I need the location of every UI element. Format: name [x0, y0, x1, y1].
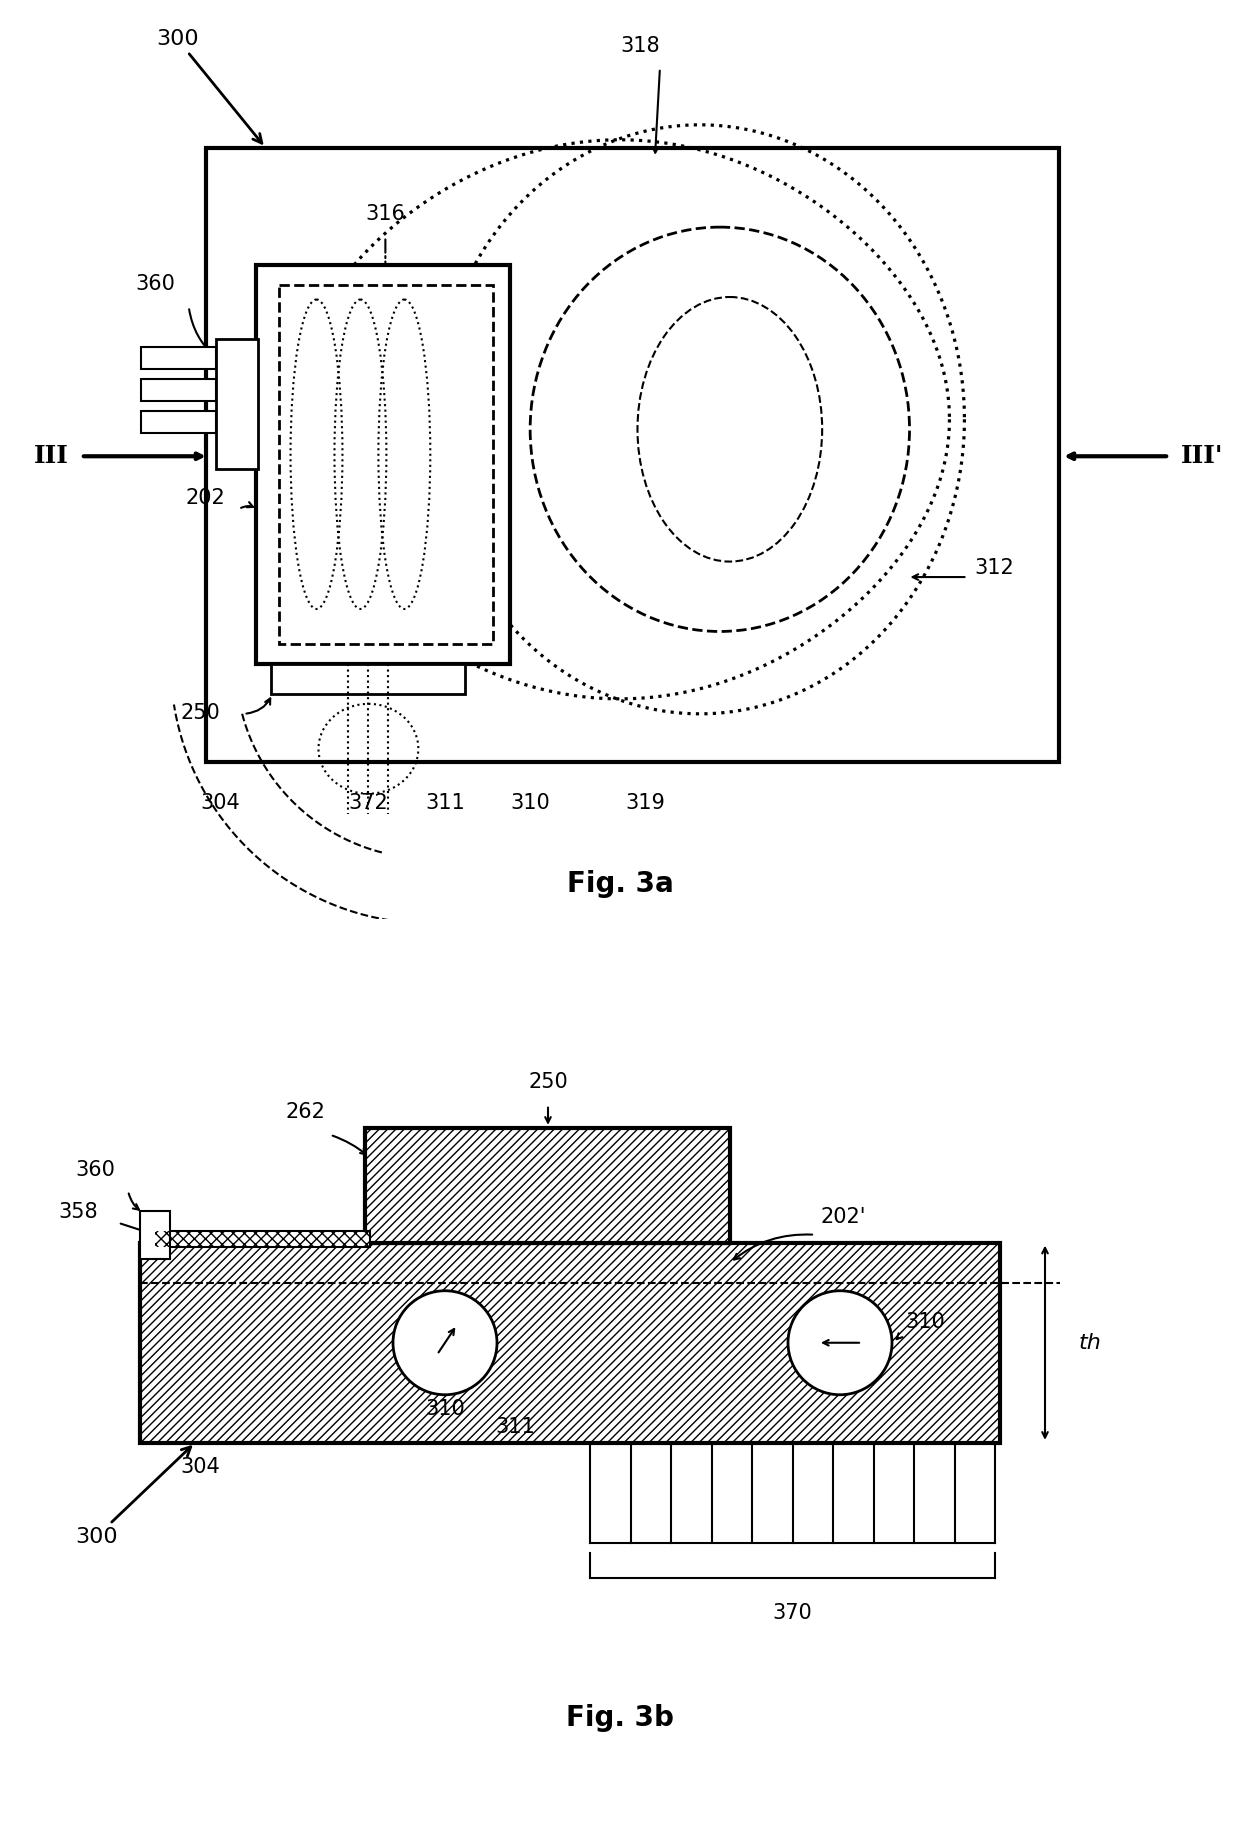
- Text: 319: 319: [625, 794, 665, 812]
- Text: 360: 360: [136, 274, 176, 294]
- Bar: [155, 1231, 370, 1247]
- Text: 360: 360: [76, 1159, 115, 1179]
- Text: 370: 370: [773, 1602, 812, 1622]
- Text: 202: 202: [186, 489, 226, 509]
- Circle shape: [393, 1291, 497, 1394]
- Text: 300: 300: [156, 29, 262, 143]
- Bar: [216, 340, 258, 468]
- Text: 310: 310: [905, 1312, 945, 1332]
- Bar: [155, 1231, 370, 1247]
- Text: 304: 304: [180, 1457, 219, 1477]
- Bar: [140, 1244, 999, 1442]
- Text: 304: 304: [201, 794, 241, 812]
- Circle shape: [787, 1291, 892, 1394]
- Bar: [255, 265, 510, 663]
- Bar: [141, 347, 216, 369]
- Text: 250: 250: [528, 1071, 568, 1091]
- Bar: [141, 411, 216, 434]
- Bar: [365, 1128, 730, 1244]
- Bar: [141, 380, 216, 400]
- Text: III: III: [33, 445, 69, 468]
- Text: 312: 312: [975, 558, 1014, 579]
- Text: 262: 262: [285, 1102, 325, 1122]
- Text: 318: 318: [620, 37, 660, 55]
- Text: Fig. 3b: Fig. 3b: [567, 1703, 673, 1732]
- Bar: [365, 1128, 730, 1244]
- Bar: [140, 1211, 170, 1258]
- Text: 358: 358: [58, 1201, 98, 1222]
- Text: 372: 372: [348, 794, 388, 812]
- Bar: [270, 663, 465, 694]
- Bar: [206, 147, 1059, 762]
- Text: 311: 311: [495, 1416, 534, 1437]
- Text: 300: 300: [74, 1448, 191, 1547]
- Text: 316: 316: [366, 204, 405, 224]
- Bar: [140, 1244, 999, 1442]
- Text: th: th: [1079, 1334, 1101, 1352]
- Text: 310: 310: [511, 794, 551, 812]
- Text: 250: 250: [181, 704, 221, 722]
- Text: 202': 202': [820, 1207, 866, 1227]
- Text: Fig. 3a: Fig. 3a: [567, 869, 673, 898]
- Text: III': III': [1180, 445, 1224, 468]
- Text: 310: 310: [425, 1398, 465, 1418]
- Bar: [279, 285, 494, 645]
- Text: 311: 311: [425, 794, 465, 812]
